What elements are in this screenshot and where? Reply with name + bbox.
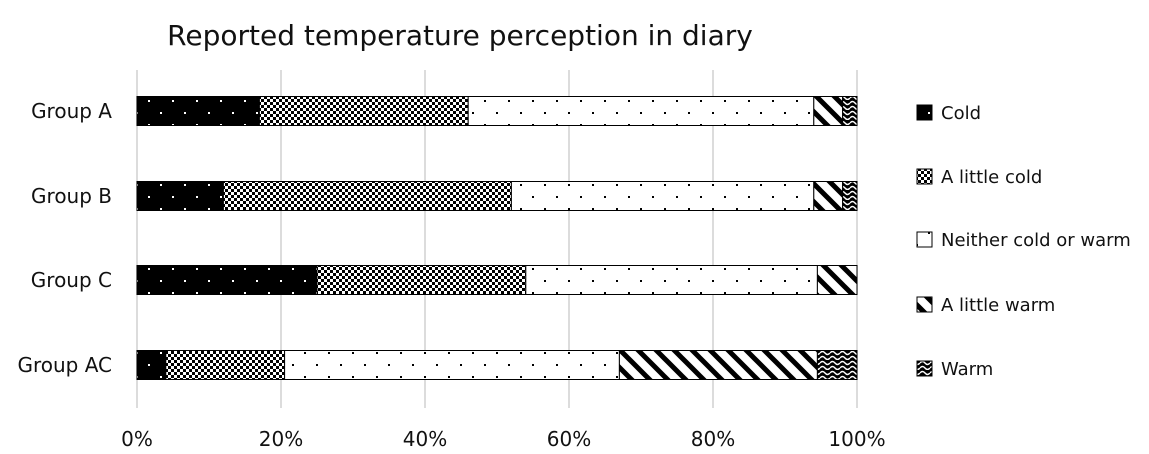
bar-segment-neither	[525, 265, 818, 295]
bar-segment-little-warm	[618, 350, 818, 380]
legend-item: Warm	[916, 359, 993, 380]
legend: Cold A little cold Neither cold or warm A l…	[916, 103, 1131, 380]
bar-segment-little-cold	[165, 350, 286, 380]
legend-label: A little cold	[941, 167, 1042, 188]
legend-label: Warm	[941, 359, 993, 380]
category-labels: Group A Group B Group C Group AC	[17, 99, 112, 377]
legend-swatch	[916, 296, 933, 313]
bar-segment-warm	[842, 181, 858, 211]
bar-segment-little-warm	[813, 181, 844, 211]
bars	[136, 96, 858, 380]
x-tick-label: 40%	[403, 427, 447, 451]
legend-swatch	[916, 231, 933, 248]
bar-segment-cold	[136, 181, 224, 211]
category-label: Group AC	[17, 353, 112, 377]
chart-title: Reported temperature perception in diary	[167, 19, 753, 52]
x-tick-label: 80%	[691, 427, 735, 451]
bar-segment-warm	[816, 350, 858, 380]
bar-segment-warm	[842, 96, 858, 126]
legend-item: A little cold	[916, 167, 1042, 188]
category-label: Group C	[31, 268, 112, 292]
legend-swatch	[916, 168, 933, 185]
legend-label: A little warm	[941, 295, 1055, 316]
legend-swatch	[916, 360, 933, 377]
bar-segment-little-cold	[316, 265, 527, 295]
legend-label: Cold	[941, 103, 981, 124]
category-label: Group A	[31, 99, 112, 123]
bar-segment-cold	[136, 350, 167, 380]
bar-segment-little-cold	[222, 181, 512, 211]
bar-segment-neither	[284, 350, 620, 380]
category-label: Group B	[31, 184, 112, 208]
bar-segment-little-warm	[813, 96, 844, 126]
bar-segment-little-warm	[816, 265, 858, 295]
legend-item: A little warm	[916, 295, 1055, 316]
bar-segment-cold	[136, 96, 260, 126]
legend-swatch	[916, 104, 933, 121]
bar-segment-little-cold	[258, 96, 469, 126]
bar-segment-neither	[467, 96, 815, 126]
legend-item: Neither cold or warm	[916, 230, 1131, 251]
legend-item: Cold	[916, 103, 981, 124]
x-tick-label: 60%	[547, 427, 591, 451]
x-tick-labels: 0% 20% 40% 60% 80% 100%	[121, 427, 885, 451]
legend-label: Neither cold or warm	[941, 230, 1131, 251]
x-tick-label: 20%	[259, 427, 303, 451]
bar-segment-neither	[510, 181, 815, 211]
bar-segment-cold	[136, 265, 318, 295]
x-tick-label: 0%	[121, 427, 153, 451]
x-tick-label: 100%	[828, 427, 885, 451]
